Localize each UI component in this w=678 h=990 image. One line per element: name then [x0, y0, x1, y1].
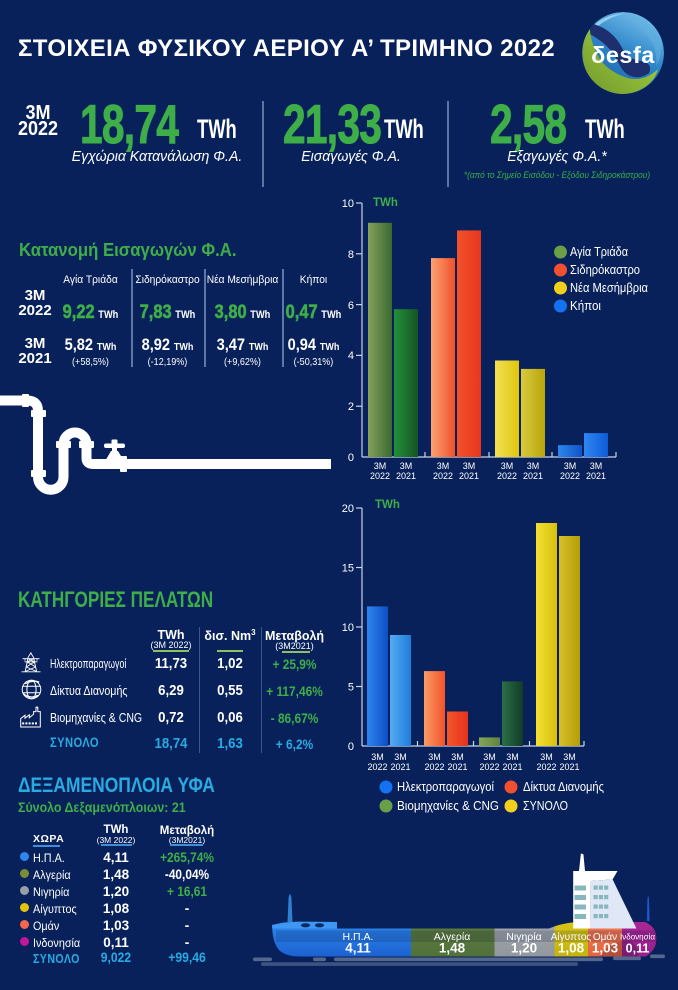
svg-text:3M: 3M — [463, 461, 476, 471]
svg-text:3M: 3M — [501, 461, 514, 471]
svg-text:3M: 3M — [451, 752, 464, 762]
svg-text:10: 10 — [342, 198, 354, 210]
svg-text:3M: 3M — [394, 752, 407, 762]
svg-text:Δίκτυα Διανομής: Δίκτυα Διανομής — [523, 780, 604, 794]
svg-text:Νέα Μεσήμβρια: Νέα Μεσήμβρια — [570, 281, 648, 295]
svg-text:δesfa: δesfa — [591, 42, 655, 68]
svg-text:3M: 3M — [590, 461, 603, 471]
svg-text:6: 6 — [348, 300, 354, 312]
svg-text:3M: 3M — [400, 461, 413, 471]
svg-text:2021: 2021 — [396, 471, 416, 481]
svg-text:4: 4 — [348, 350, 354, 362]
svg-text:Αίγυπτος: Αίγυπτος — [551, 931, 592, 943]
svg-text:3M: 3M — [437, 461, 450, 471]
svg-text:3M: 3M — [428, 752, 441, 762]
svg-text:2022: 2022 — [479, 762, 499, 772]
svg-text:5: 5 — [348, 682, 354, 694]
svg-text:2022: 2022 — [560, 471, 580, 481]
svg-text:3M: 3M — [371, 752, 384, 762]
svg-text:Αλγερία: Αλγερία — [434, 931, 471, 943]
svg-text:2021: 2021 — [559, 762, 579, 772]
svg-text:0: 0 — [348, 452, 354, 464]
svg-text:3M: 3M — [563, 752, 576, 762]
svg-text:10: 10 — [342, 622, 354, 634]
svg-text:Η.Π.Α.: Η.Π.Α. — [343, 931, 374, 943]
svg-text:Βιομηχανίες & CNG: Βιομηχανίες & CNG — [397, 799, 499, 813]
svg-text:1,03: 1,03 — [592, 941, 619, 956]
svg-text:2022: 2022 — [497, 471, 517, 481]
svg-text:2021: 2021 — [447, 762, 467, 772]
svg-text:3M: 3M — [483, 752, 496, 762]
svg-text:2022: 2022 — [424, 762, 444, 772]
svg-text:3M: 3M — [564, 461, 577, 471]
svg-text:1,08: 1,08 — [558, 941, 585, 956]
svg-text:Ηλεκτροπαραγωγοί: Ηλεκτροπαραγωγοί — [397, 780, 494, 794]
svg-text:2022: 2022 — [433, 471, 453, 481]
svg-text:15: 15 — [342, 563, 354, 575]
svg-text:3M: 3M — [540, 752, 553, 762]
svg-text:2022: 2022 — [536, 762, 556, 772]
svg-text:TWh: TWh — [373, 197, 398, 209]
svg-text:20: 20 — [342, 503, 354, 515]
svg-text:Αγία Τριάδα: Αγία Τριάδα — [570, 245, 628, 259]
svg-text:2021: 2021 — [586, 471, 606, 481]
svg-text:TWh: TWh — [375, 499, 400, 511]
svg-text:Νιγηρία: Νιγηρία — [506, 931, 541, 943]
svg-text:Ινδονησία: Ινδονησία — [620, 933, 655, 942]
svg-text:2022: 2022 — [367, 762, 387, 772]
svg-text:ΣΥΝΟΛΟ: ΣΥΝΟΛΟ — [523, 799, 568, 813]
svg-text:1,20: 1,20 — [511, 941, 537, 956]
svg-text:2021: 2021 — [502, 762, 522, 772]
svg-text:3M: 3M — [374, 461, 387, 471]
svg-text:3M: 3M — [527, 461, 540, 471]
svg-text:2021: 2021 — [459, 471, 479, 481]
svg-text:8: 8 — [348, 249, 354, 261]
svg-text:2: 2 — [348, 401, 354, 413]
svg-text:4,11: 4,11 — [345, 941, 371, 956]
svg-text:0,11: 0,11 — [626, 942, 650, 956]
svg-text:2021: 2021 — [390, 762, 410, 772]
svg-text:3M: 3M — [506, 752, 519, 762]
svg-text:Σιδηρόκαστρο: Σιδηρόκαστρο — [570, 263, 640, 277]
svg-text:Κήποι: Κήποι — [570, 299, 601, 313]
svg-text:0: 0 — [348, 741, 354, 753]
svg-text:1,48: 1,48 — [439, 941, 466, 956]
svg-text:2021: 2021 — [523, 471, 543, 481]
svg-text:2022: 2022 — [370, 471, 390, 481]
svg-text:Ομάν: Ομάν — [593, 931, 617, 943]
